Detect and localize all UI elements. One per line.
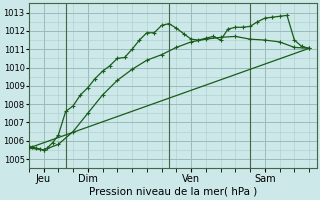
X-axis label: Pression niveau de la mer( hPa ): Pression niveau de la mer( hPa ) — [89, 187, 257, 197]
